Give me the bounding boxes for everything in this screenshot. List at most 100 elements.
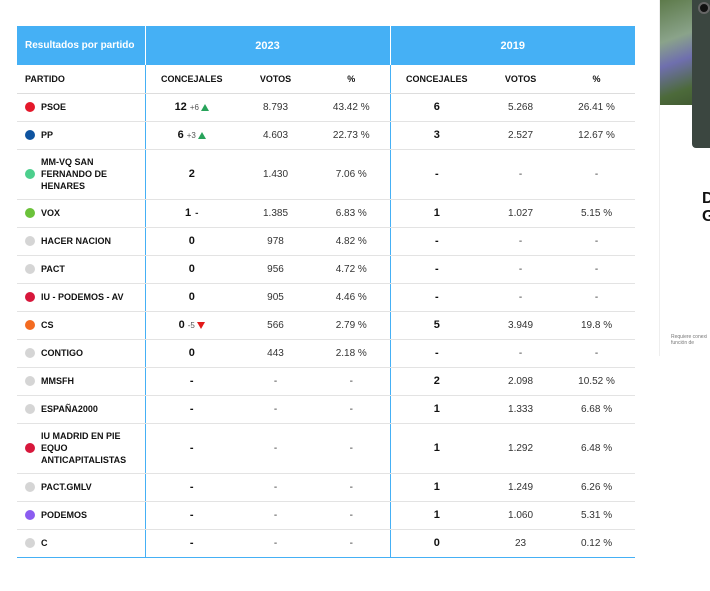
party-color-dot [25,348,35,358]
votes-2023: 566 [238,311,313,340]
col-party: PARTIDO [17,65,145,94]
votes-2019: 1.027 [483,199,559,228]
table-row: VOX 1-1.385 6.83 % 1 1.027 5.15 % [17,199,636,228]
seats-2019: 3 [433,129,440,141]
party-color-dot [25,236,35,246]
seats-2019-cell: 5 [389,311,484,340]
seats-2019: 1 [433,207,440,219]
table-row: IU MADRID EN PIE EQUO ANTICAPITALISTAS - -… [17,423,636,474]
seats-2023-cell: 1- [144,199,238,228]
party-cell: VOX [17,199,145,228]
seats-2019-cell: - [389,227,484,256]
seats-2019-cell: 0 [389,529,484,558]
party-cell: ESPAÑA2000 [17,395,145,424]
pct-2023: 2.79 % [313,311,391,340]
votes-2023: 1.430 [238,149,313,200]
pct-2019: - [558,255,636,284]
table-row: MMSFH - - -2 2.098 10.52 % [17,367,636,396]
votes-2023: - [238,423,313,474]
party-name: MM-VQ SAN FERNANDO DE HENARES [41,157,108,191]
ad-fine-print: Requiere conexi función de [671,334,708,346]
party-name: PACT [41,264,65,274]
col-seats-2023: CONCEJALES [144,65,238,94]
party-color-dot [25,208,35,218]
pct-2023: 4.82 % [313,227,391,256]
seats-2019: 1 [433,442,440,454]
party-color-dot [25,538,35,548]
pct-2023: - [313,501,391,530]
party-color-dot [25,264,35,274]
party-cell: PACT.GMLV [17,473,145,502]
party-cell: PP [17,121,145,150]
table-row: HACER NACION 0 978 4.82 % - - - [17,227,636,256]
seats-2019-cell: 1 [389,199,484,228]
votes-2019: 1.249 [483,473,559,502]
seats-2023-cell: 12 +6 [144,93,238,122]
votes-2023: - [238,529,313,558]
seats-2023-cell: - [144,395,238,424]
party-cell: MMSFH [17,367,145,396]
pct-2019: 6.48 % [558,423,636,474]
seats-2023: - [189,481,194,493]
results-table: Resultados por partido 2023 2019 PARTIDO… [17,26,636,558]
party-color-dot [25,292,35,302]
votes-2023: 8.793 [238,93,313,122]
advertisement[interactable]: D G Requiere conexi función de [659,0,710,356]
col-pct-2019: % [558,65,636,94]
votes-2019: 1.333 [483,395,559,424]
seats-2023-cell: 0 [144,339,238,368]
seats-2019: 6 [433,101,440,113]
party-name: IU MADRID EN PIE EQUO ANTICAPITALISTAS [41,431,127,465]
pct-2019: 12.67 % [558,121,636,150]
seats-2019-cell: - [389,339,484,368]
party-cell: PODEMOS [17,501,145,530]
votes-2023: 956 [238,255,313,284]
seats-2019: 1 [433,481,440,493]
year-header-row: Resultados por partido 2023 2019 [17,26,636,65]
pct-2019: 26.41 % [558,93,636,122]
trend-up-icon [200,103,209,111]
party-color-dot [25,320,35,330]
seats-2023: - [189,509,194,521]
seats-2023: 12 [174,101,187,113]
seats-2023: 1 [185,207,192,219]
party-color-dot [25,376,35,386]
seats-2019: - [434,347,439,359]
party-cell: PACT [17,255,145,284]
ad-headline-letter: G [702,208,710,226]
pct-2023: - [313,529,391,558]
seats-2019: 2 [433,375,440,387]
votes-2023: - [238,473,313,502]
seat-change: +6 [189,103,199,112]
table-row: C - - -0 23 0.12 % [17,529,636,558]
votes-2023: - [238,367,313,396]
seats-2019: - [434,263,439,275]
pct-2019: - [558,227,636,256]
party-name: CS [41,320,54,330]
seats-2019-cell: 1 [389,473,484,502]
seats-2023: 2 [188,168,195,180]
seats-2019-cell: 2 [389,367,484,396]
results-rows: PSOE 12 +6 8.793 43.42 % 6 5.268 26.41 % PP 6 +3 4.… [17,93,636,558]
seats-2023: 0 [178,319,185,331]
seats-2023-cell: 0 [144,283,238,312]
pct-2019: - [558,149,636,200]
seats-2019: 1 [433,403,440,415]
seats-2019: - [434,291,439,303]
party-color-dot [25,130,35,140]
votes-2019: 3.949 [483,311,559,340]
ad-phone-image [692,0,710,148]
seats-2023: 0 [188,235,195,247]
votes-2019: - [483,149,559,200]
seats-2023-cell: 0 [144,255,238,284]
seats-2019-cell: 1 [389,395,484,424]
party-color-dot [25,510,35,520]
table-row: PACT 0 956 4.72 % - - - [17,255,636,284]
seats-2019: 5 [433,319,440,331]
seats-2023-cell: 6 +3 [144,121,238,150]
pct-2019: 19.8 % [558,311,636,340]
table-row: PODEMOS - - -1 1.060 5.31 % [17,501,636,530]
col-pct-2023: % [313,65,391,94]
seats-2023: 0 [188,347,195,359]
seats-2023: - [189,403,194,415]
